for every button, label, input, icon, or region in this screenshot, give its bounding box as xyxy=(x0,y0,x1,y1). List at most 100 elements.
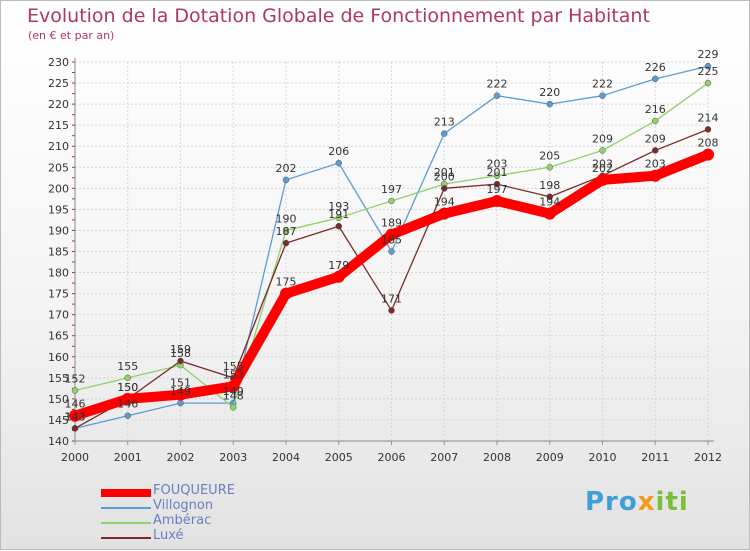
y-tick-label: 210 xyxy=(48,140,69,153)
data-label-luxé: 198 xyxy=(539,179,560,192)
data-point-villognon xyxy=(599,92,606,99)
data-label-ambérac: 155 xyxy=(117,360,138,373)
data-label-luxé: 187 xyxy=(276,225,297,238)
y-tick-label: 170 xyxy=(48,309,69,322)
y-tick-label: 140 xyxy=(48,435,69,448)
data-label-villognon: 185 xyxy=(381,234,402,247)
data-point-luxé xyxy=(652,147,659,154)
y-tick-label: 150 xyxy=(48,393,69,406)
data-label-luxé: 150 xyxy=(117,381,138,394)
data-point-ambérac xyxy=(71,387,79,394)
y-tick-label: 180 xyxy=(48,267,69,280)
data-label-ambérac: 225 xyxy=(698,65,719,78)
x-tick-label: 2001 xyxy=(114,451,142,464)
data-point-luxé xyxy=(493,180,501,188)
x-tick-label: 2008 xyxy=(483,451,511,464)
x-tick-label: 2007 xyxy=(430,451,458,464)
y-tick-label: 225 xyxy=(48,77,69,90)
data-label-ambérac: 201 xyxy=(434,166,455,179)
data-point-fouqueure xyxy=(438,207,451,220)
x-tick-label: 2009 xyxy=(536,451,564,464)
data-point-luxé xyxy=(388,307,395,314)
y-tick-label: 230 xyxy=(48,56,69,69)
data-label-fouqueure: 153 xyxy=(223,368,244,381)
data-label-fouqueure: 175 xyxy=(276,276,297,289)
y-tick-label: 220 xyxy=(48,98,69,111)
data-point-fouqueure xyxy=(121,392,134,405)
data-label-fouqueure: 151 xyxy=(170,377,191,390)
data-point-ambérac xyxy=(124,374,131,382)
data-label-ambérac: 197 xyxy=(381,183,402,196)
data-point-fouqueure xyxy=(332,270,345,283)
data-point-villognon xyxy=(282,176,290,184)
axes: 1401451501551601651701751801851901952002… xyxy=(48,56,722,464)
data-label-fouqueure: 194 xyxy=(539,196,560,209)
data-label-ambérac: 203 xyxy=(487,158,508,171)
y-tick-label: 215 xyxy=(48,119,69,132)
data-point-ambérac xyxy=(282,227,290,234)
data-point-villognon xyxy=(493,92,501,99)
data-point-villognon xyxy=(177,399,184,407)
x-tick-label: 2004 xyxy=(272,451,300,464)
data-point-luxé xyxy=(71,425,79,432)
data-point-villognon xyxy=(441,130,448,137)
data-point-fouqueure xyxy=(227,380,240,393)
data-label-ambérac: 216 xyxy=(645,103,666,116)
data-point-ambérac xyxy=(652,117,659,125)
data-label-villognon: 229 xyxy=(698,48,719,61)
x-tick-label: 2012 xyxy=(694,451,722,464)
legend-swatch xyxy=(101,537,151,539)
data-point-villognon xyxy=(388,248,395,255)
grid-lines xyxy=(74,61,709,442)
data-point-ambérac xyxy=(493,172,501,179)
data-point-villognon xyxy=(652,75,659,83)
proxiti-logo: Proxiti xyxy=(585,487,689,517)
data-point-villognon xyxy=(335,159,342,167)
legend-label: Villognon xyxy=(153,498,214,513)
data-label-ambérac: 205 xyxy=(539,149,560,162)
data-label-villognon: 149 xyxy=(170,385,191,398)
y-tick-label: 200 xyxy=(48,182,69,195)
data-label-luxé: 214 xyxy=(698,111,719,124)
x-tick-label: 2010 xyxy=(589,451,617,464)
legend-label: Ambérac xyxy=(153,513,212,528)
data-label-ambérac: 193 xyxy=(328,200,349,213)
data-label-ambérac: 152 xyxy=(65,372,86,385)
legend-label: Luxé xyxy=(153,528,184,543)
data-label-villognon: 149 xyxy=(223,385,244,398)
data-label-luxé: 155 xyxy=(223,360,244,373)
data-point-villognon xyxy=(704,62,712,70)
data-point-luxé xyxy=(335,222,342,230)
data-point-fouqueure xyxy=(596,173,609,186)
data-point-luxé xyxy=(177,357,184,365)
x-tick-label: 2011 xyxy=(641,451,669,464)
y-tick-label: 155 xyxy=(48,372,69,385)
y-tick-label: 165 xyxy=(48,330,69,343)
x-tick-label: 2000 xyxy=(61,451,89,464)
data-label-villognon: 146 xyxy=(117,398,138,411)
data-point-fouqueure xyxy=(702,148,714,161)
data-point-ambérac xyxy=(704,79,712,87)
data-point-fouqueure xyxy=(385,228,398,241)
data-point-ambérac xyxy=(599,147,606,154)
data-label-luxé: 159 xyxy=(170,343,191,356)
y-tick-label: 145 xyxy=(48,414,69,427)
data-point-ambérac xyxy=(230,404,237,411)
data-label-villognon: 143 xyxy=(65,410,86,423)
chart-title: Evolution de la Dotation Globale de Fonc… xyxy=(27,5,650,27)
data-label-villognon: 226 xyxy=(645,61,666,74)
data-label-ambérac: 190 xyxy=(276,212,297,225)
data-label-fouqueure: 194 xyxy=(434,196,455,209)
data-label-fouqueure: 146 xyxy=(65,398,86,411)
data-label-villognon: 213 xyxy=(434,116,455,129)
data-label-luxé: 209 xyxy=(645,132,666,145)
data-point-fouqueure xyxy=(543,207,556,220)
data-label-fouqueure: 197 xyxy=(487,183,508,196)
data-point-ambérac xyxy=(388,197,395,205)
data-label-fouqueure: 189 xyxy=(381,217,402,230)
x-tick-label: 2003 xyxy=(219,451,247,464)
y-tick-label: 190 xyxy=(48,224,69,237)
y-tick-label: 205 xyxy=(48,161,69,174)
